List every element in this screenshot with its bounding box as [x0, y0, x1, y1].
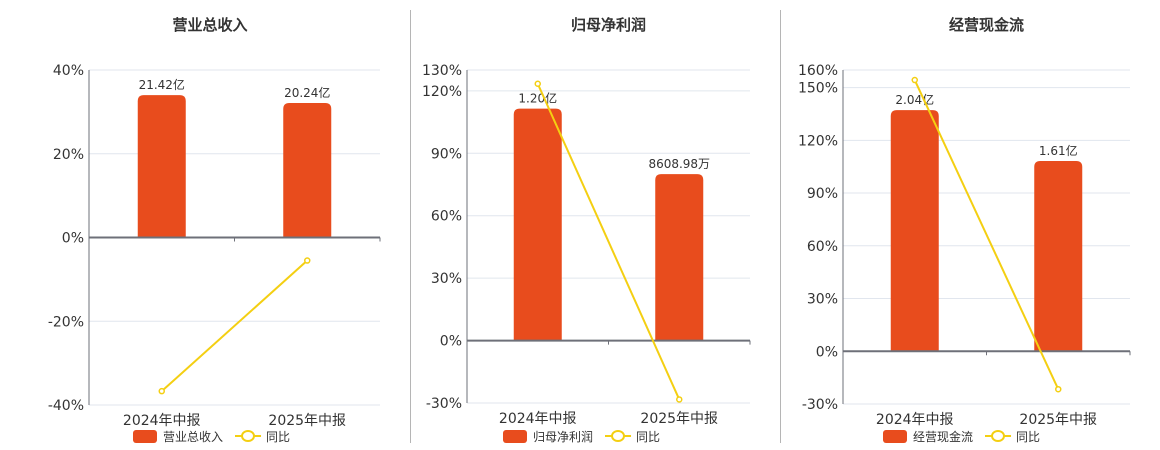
- x-category-label: 2024年中报: [499, 411, 577, 427]
- y-tick-label: -40%: [48, 398, 84, 414]
- legend-line-label[interactable]: 同比: [1016, 429, 1041, 444]
- panel-divider: [780, 10, 781, 443]
- y-tick-label: 0%: [440, 334, 462, 350]
- y-tick-label: 30%: [807, 292, 838, 308]
- legend-bar-swatch-icon: [133, 429, 157, 443]
- y-tick-label: 120%: [798, 133, 838, 149]
- y-tick-label: 0%: [816, 344, 838, 360]
- x-category-label: 2025年中报: [640, 411, 718, 427]
- chart-panel-net-profit: 归母净利润 130% 120% 90% 60% 30% 0% -30% 1.20亿 8608.9…: [422, 16, 751, 445]
- yoy-point-marker[interactable]: [1055, 385, 1062, 393]
- y-tick-label: 120%: [422, 84, 462, 100]
- legend-line-swatch-icon: [605, 429, 632, 443]
- y-tick-label: -30%: [426, 396, 462, 412]
- chart-plot: 130% 120% 90% 60% 30% 0% -30% 1.20亿 8608.98万 2024…: [422, 63, 751, 427]
- legend-bar-label[interactable]: 营业总收入: [163, 429, 224, 444]
- bar-value-label: 8608.98万: [648, 157, 710, 171]
- legend-line-label[interactable]: 同比: [636, 429, 661, 444]
- y-tick-label: 30%: [431, 271, 462, 287]
- bar-value-label: 1.20亿: [518, 91, 557, 106]
- bar[interactable]: [890, 110, 939, 352]
- chart-title: 归母净利润: [570, 16, 646, 34]
- chart-legend: 归母净利润 同比: [503, 427, 660, 445]
- y-tick-label: 40%: [53, 63, 84, 79]
- chart-title: 经营现金流: [948, 16, 1024, 34]
- y-tick-label: 90%: [431, 146, 462, 162]
- legend-bar-label[interactable]: 经营现金流: [913, 429, 974, 444]
- y-tick-label: 60%: [431, 209, 462, 225]
- chart-plot: 40% 20% 0% -20% -40% 21.42亿 20.24亿 2024年中报 2025年…: [48, 63, 381, 429]
- legend-line-label[interactable]: 同比: [266, 429, 291, 444]
- chart-title: 营业总收入: [172, 16, 248, 34]
- bar[interactable]: [655, 174, 704, 341]
- x-category-label: 2025年中报: [268, 413, 346, 429]
- bar[interactable]: [283, 102, 332, 238]
- bar[interactable]: [513, 108, 562, 341]
- yoy-point-marker[interactable]: [676, 396, 683, 403]
- y-tick-label: 90%: [807, 186, 838, 202]
- yoy-line: [536, 83, 681, 400]
- y-tick-label: 20%: [53, 147, 84, 163]
- legend-line-swatch-icon: [235, 429, 262, 443]
- bar-value-label: 1.61亿: [1039, 143, 1078, 158]
- yoy-point-marker[interactable]: [304, 257, 311, 264]
- y-tick-label: -20%: [48, 314, 84, 330]
- legend-bar-label[interactable]: 归母净利润: [533, 429, 594, 444]
- y-tick-label: 0%: [62, 231, 84, 247]
- legend-line-swatch-icon: [985, 429, 1012, 443]
- bar-value-label: 20.24亿: [284, 85, 330, 100]
- yoy-point-marker[interactable]: [534, 80, 541, 87]
- chart-legend: 营业总收入 同比: [133, 427, 290, 445]
- chart-panel-revenue: 营业总收入 40% 20% 0% -20% -40% 21.42亿 20.24亿 2024年中…: [0, 0, 410, 450]
- y-tick-label: -30%: [802, 397, 838, 413]
- x-category-label: 2024年中报: [876, 412, 954, 428]
- panel-divider: [410, 10, 411, 443]
- yoy-point-marker[interactable]: [158, 387, 165, 395]
- x-category-label: 2024年中报: [123, 413, 201, 429]
- x-category-label: 2025年中报: [1019, 412, 1097, 428]
- bar[interactable]: [1034, 160, 1083, 352]
- y-tick-label: 150%: [798, 81, 838, 97]
- legend-bar-swatch-icon: [883, 429, 907, 443]
- bar-value-label: 21.42亿: [139, 77, 185, 92]
- y-tick-label: 160%: [798, 63, 838, 79]
- yoy-line: [161, 259, 308, 392]
- bar-value-label: 2.04亿: [895, 92, 934, 107]
- y-tick-label: 60%: [807, 239, 838, 255]
- yoy-line: [913, 79, 1060, 390]
- legend-bar-swatch-icon: [503, 429, 527, 443]
- chart-legend: 经营现金流 同比: [883, 427, 1040, 445]
- y-tick-label: 130%: [422, 63, 462, 79]
- yoy-point-marker[interactable]: [911, 76, 918, 84]
- bar[interactable]: [137, 95, 186, 238]
